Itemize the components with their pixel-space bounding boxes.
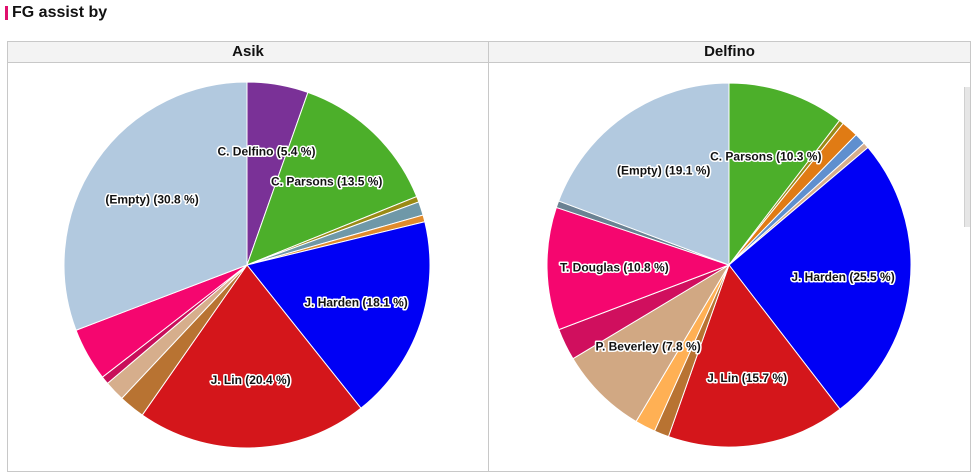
slice-label-halo-j-lin: J. Lin (20.4 %) — [211, 373, 291, 387]
slice-label-c-parsons: C. Parsons (10.3 %) — [710, 149, 821, 163]
slice-label-c-parsons: C. Parsons (13.5 %) — [271, 175, 382, 189]
chart-title-bar: FG assist by — [5, 4, 107, 22]
slice-label-p-beverley: P. Beverley (7.8 %) — [596, 339, 701, 353]
slice-label-c-delfino: C. Delfino (5.4 %) — [217, 144, 315, 158]
chart-title: FG assist by — [12, 4, 108, 21]
slice-label-halo-c-parsons: C. Parsons (13.5 %) — [271, 175, 382, 189]
slice-label-empty: (Empty) (30.8 %) — [105, 193, 198, 207]
slice-label-j-lin: J. Lin (20.4 %) — [211, 373, 291, 387]
pie-slice-empty[interactable] — [558, 82, 730, 266]
slice-label-j-lin: J. Lin (15.7 %) — [707, 371, 787, 385]
slice-label-halo-j-harden: J. Harden (18.1 %) — [304, 295, 407, 309]
title-accent-bar — [5, 6, 8, 20]
pie-slice-p-beverley[interactable] — [572, 264, 730, 423]
pie-slice-j-harden[interactable] — [728, 146, 912, 410]
pie-slice-c-parsons[interactable] — [728, 82, 841, 267]
slice-label-halo-empty: (Empty) (30.8 %) — [105, 193, 198, 207]
chart-frame: Asik Delfino C. Delfino (5.4 %) C. Delfin… — [7, 41, 971, 472]
pie-slice-t-douglas[interactable] — [546, 206, 731, 331]
slice-label-t-douglas: T. Douglas (10.8 %) — [560, 260, 669, 274]
pie-chart-delfino: C. Parsons (10.3 %)C. Parsons (10.3 %)J.… — [546, 82, 912, 448]
slice-label-halo-j-lin: J. Lin (15.7 %) — [707, 371, 787, 385]
slice-label-empty: (Empty) (19.1 %) — [617, 164, 710, 178]
pie-slice-j-harden[interactable] — [246, 221, 431, 409]
slice-label-j-harden: J. Harden (18.1 %) — [304, 295, 407, 309]
slice-label-halo-c-parsons: C. Parsons (10.3 %) — [710, 149, 821, 163]
scrollbar[interactable] — [964, 87, 970, 227]
pie-slice-j-lin[interactable] — [667, 263, 841, 448]
slice-label-j-harden: J. Harden (25.5 %) — [791, 270, 894, 284]
panel-divider — [488, 42, 489, 471]
slice-label-halo-empty: (Empty) (19.1 %) — [617, 164, 710, 178]
panel-header-delfino: Delfino — [489, 42, 970, 63]
panel-header-asik: Asik — [8, 42, 488, 63]
pie-chart-asik: C. Delfino (5.4 %)C. Delfino (5.4 %)C. P… — [63, 81, 431, 449]
slice-label-halo-p-beverley: P. Beverley (7.8 %) — [596, 339, 701, 353]
slice-label-halo-t-douglas: T. Douglas (10.8 %) — [560, 260, 669, 274]
pie-slice-empty[interactable] — [63, 81, 248, 331]
pie-slice-j-lin[interactable] — [141, 264, 362, 449]
slice-label-halo-c-delfino: C. Delfino (5.4 %) — [217, 144, 315, 158]
slice-label-halo-j-harden: J. Harden (25.5 %) — [791, 270, 894, 284]
pie-slice-c-parsons[interactable] — [246, 91, 418, 266]
